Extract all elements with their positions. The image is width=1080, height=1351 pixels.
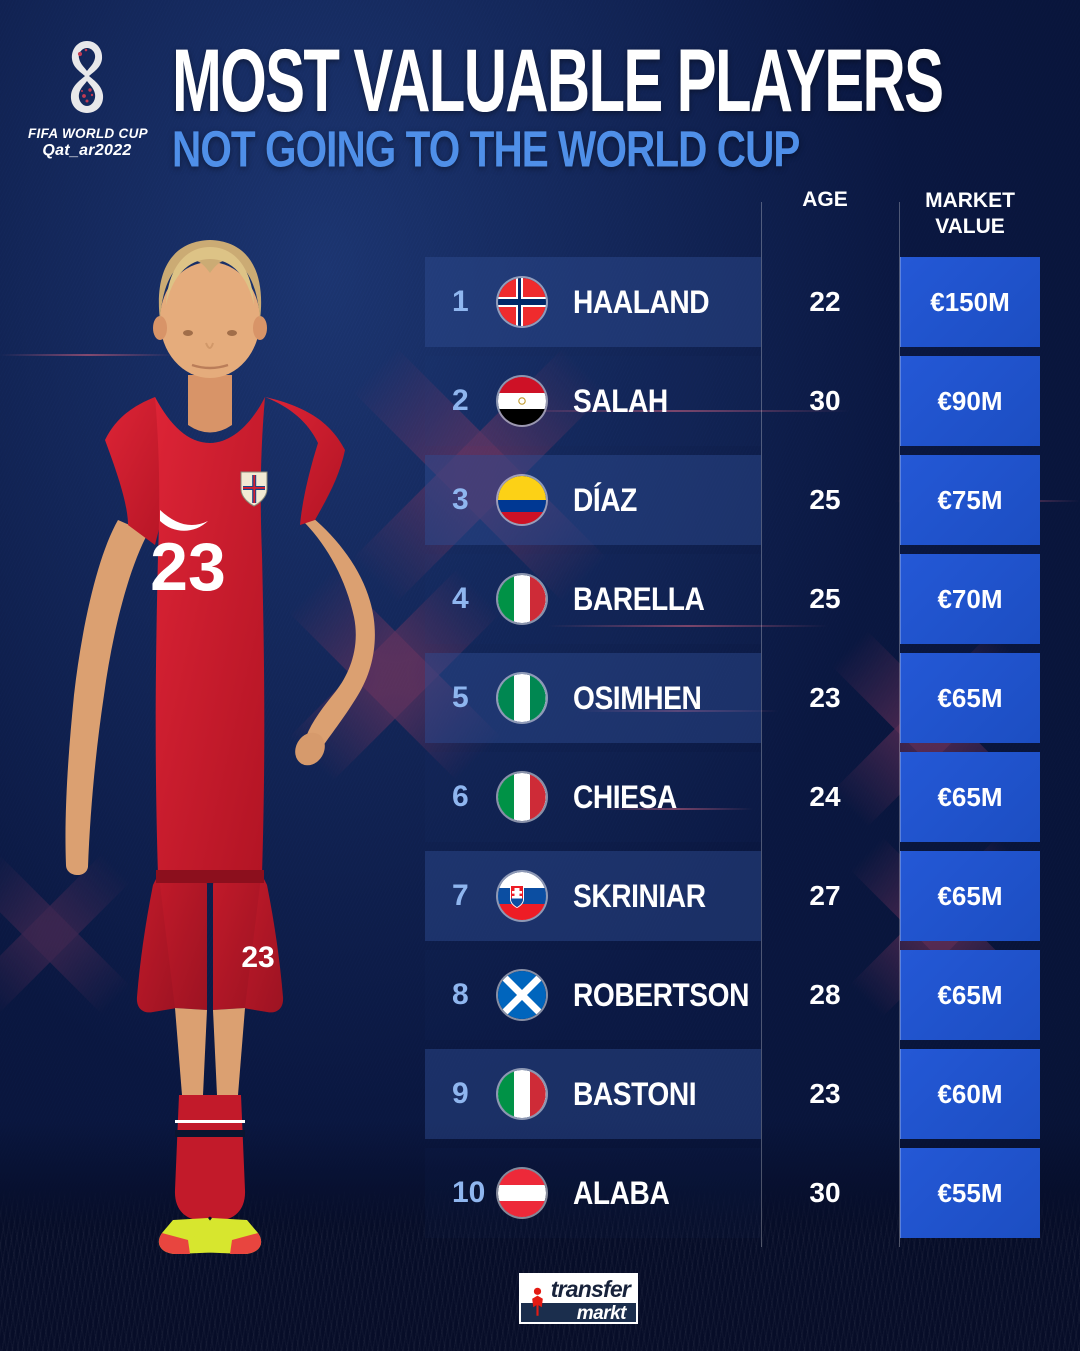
- svg-text:23: 23: [241, 941, 274, 974]
- svg-text:23: 23: [150, 529, 226, 605]
